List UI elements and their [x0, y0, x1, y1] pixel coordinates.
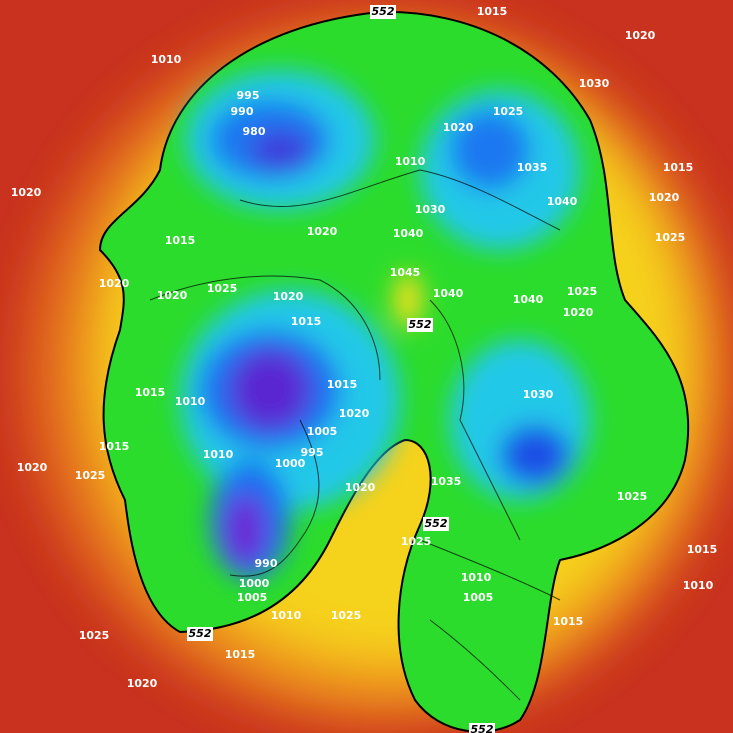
isobar-label: 1020: [649, 191, 680, 204]
isobar-label: 1020: [99, 277, 130, 290]
isobar-label: 990: [231, 105, 254, 118]
isobar-label: 552: [409, 318, 432, 331]
isobar-label: 1040: [433, 287, 464, 300]
isobar-label: 1015: [663, 161, 694, 174]
isobar-label: 1020: [11, 186, 42, 199]
isobar-label: 1015: [553, 615, 584, 628]
isobar-label: 1020: [339, 407, 370, 420]
isobar-label: 1025: [617, 490, 648, 503]
isobar-label: 1015: [165, 234, 196, 247]
label-box: [423, 517, 449, 531]
isobar-label: 1010: [271, 609, 302, 622]
isobar-label: 1035: [431, 475, 462, 488]
label-box: [407, 318, 433, 332]
isobar-label: 1035: [517, 161, 548, 174]
isobar-label: 1040: [513, 293, 544, 306]
isobar-label: 990: [255, 557, 278, 570]
isobar-label: 1045: [390, 266, 421, 279]
isobar-label: 1020: [17, 461, 48, 474]
isobar-label: 1020: [127, 677, 158, 690]
isobar-label: 1005: [307, 425, 338, 438]
isobar-label: 1025: [75, 469, 106, 482]
label-box: [469, 723, 495, 733]
isobar-label: 552: [425, 517, 448, 530]
isobar-label: 552: [471, 723, 494, 733]
label-box: [370, 5, 396, 19]
isobar-label: 1010: [683, 579, 714, 592]
isobar-label: 1015: [99, 440, 130, 453]
isobar-label: 980: [243, 125, 266, 138]
isobar-label: 1010: [203, 448, 234, 461]
isobar-label: 1025: [655, 231, 686, 244]
isobar-label: 1040: [393, 227, 424, 240]
isobar-label: 1025: [567, 285, 598, 298]
isobar-label: 1000: [239, 577, 270, 590]
isobar-label: 1025: [493, 105, 524, 118]
cold-field: [180, 70, 590, 580]
coastlines: [149, 169, 561, 701]
isobar-label: 1020: [345, 481, 376, 494]
isobar-label: 1015: [135, 386, 166, 399]
isobar-label: 1040: [547, 195, 578, 208]
label-box: [187, 627, 213, 641]
isobar-label: 1020: [625, 29, 656, 42]
isobar-label: 1000: [275, 457, 306, 470]
isobar-label: 1025: [79, 629, 110, 642]
isobar-label: 1015: [327, 378, 358, 391]
isobar-label: 1030: [579, 77, 610, 90]
isobar-label: 995: [237, 89, 260, 102]
isobar-label: 1010: [461, 571, 492, 584]
isobar-label: 1015: [687, 543, 718, 556]
isobar-label: 1010: [175, 395, 206, 408]
isobar-label: 995: [301, 446, 324, 459]
isobar-label: 1030: [415, 203, 446, 216]
isobar-label: 1010: [151, 53, 182, 66]
isobar-label: 1010: [395, 155, 426, 168]
isobar-label: 1015: [477, 5, 508, 18]
isobar-label: 1015: [225, 648, 256, 661]
isobar-label: 1020: [273, 290, 304, 303]
isobar-labels: 552 1015 1020 1010 1030 995 990 980 1020 1025 1010…: [11, 5, 718, 733]
isobar-label: 1025: [401, 535, 432, 548]
isobar-label: 1005: [237, 591, 268, 604]
isobar-label: 1025: [207, 282, 238, 295]
isobar-label: 1025: [331, 609, 362, 622]
isobar-label: 1005: [463, 591, 494, 604]
isobar-label: 1020: [443, 121, 474, 134]
isobar-label: 1030: [523, 388, 554, 401]
isobar-label: 552: [189, 627, 212, 640]
isobar-label: 1015: [291, 315, 322, 328]
isobar-label: 1020: [157, 289, 188, 302]
isobar-label: 1020: [563, 306, 594, 319]
isobar-label: 552: [372, 5, 395, 18]
isobar-label: 1020: [307, 225, 338, 238]
